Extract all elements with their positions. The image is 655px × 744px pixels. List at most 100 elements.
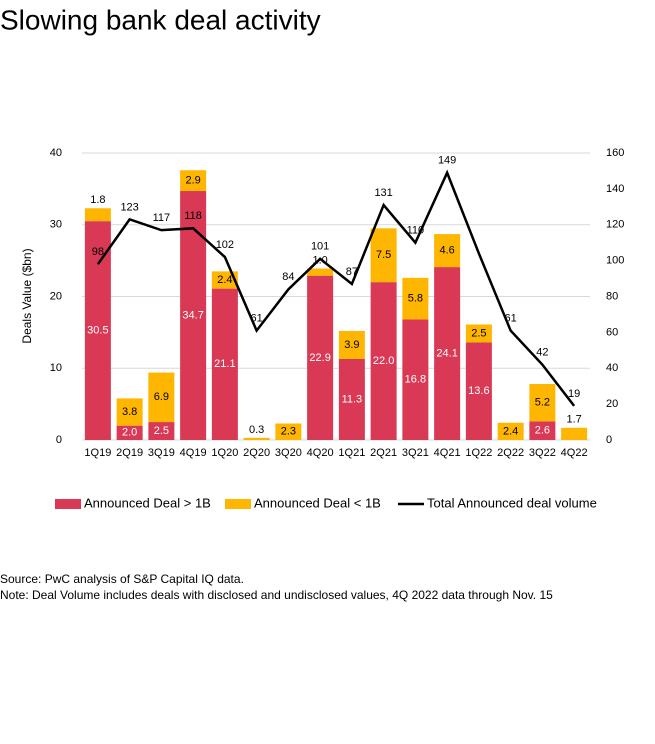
data-label: 16.8	[405, 374, 426, 386]
bar-segment	[465, 324, 492, 343]
data-label: 2.4	[503, 425, 518, 437]
line-series	[96, 169, 576, 407]
data-label: 2.5	[471, 327, 486, 339]
bar-segment	[434, 267, 461, 440]
line-label: 61	[251, 312, 263, 324]
data-label: 3.8	[122, 406, 137, 418]
x-tick-label: 3Q21	[402, 447, 429, 459]
source-note: Source: PwC analysis of S&P Capital IQ d…	[0, 572, 244, 586]
y2-tick-label: 140	[606, 183, 624, 195]
bar-segment	[180, 191, 207, 440]
data-label: 0.3	[249, 424, 264, 436]
data-label: 34.7	[182, 309, 203, 321]
x-tick-label: 2Q19	[116, 447, 143, 459]
y2-tick-label: 60	[606, 326, 618, 338]
line-label: 87	[346, 266, 358, 278]
y2-tick-label: 0	[606, 434, 612, 446]
line-label: 110	[407, 225, 425, 237]
data-label: 2.9	[185, 175, 200, 187]
line-label: 101	[311, 241, 329, 253]
data-label: 2.3	[281, 426, 296, 438]
data-label: 24.1	[436, 347, 457, 359]
line-label: 102	[216, 239, 234, 251]
x-tick-label: 1Q22	[465, 447, 492, 459]
y2-tick-label: 80	[606, 290, 618, 302]
legend-label: Announced Deal < 1B	[254, 495, 381, 510]
x-tick-label: 4Q19	[180, 447, 207, 459]
line-label: 98	[92, 246, 104, 258]
data-label: 2.6	[535, 425, 550, 437]
bar-segment	[180, 170, 207, 192]
data-label: 4.6	[439, 244, 454, 256]
data-label: 30.5	[87, 324, 108, 336]
bar-segment	[561, 427, 588, 440]
y-tick-label: 30	[50, 219, 62, 231]
data-label: 3.9	[344, 339, 359, 351]
bar-segment	[307, 268, 334, 276]
bar-segment	[307, 275, 334, 440]
y2-tick-label: 100	[606, 255, 624, 267]
data-label: 22.9	[309, 352, 330, 364]
y2-tick-label: 160	[606, 147, 624, 159]
x-tick-label: 4Q22	[561, 447, 588, 459]
line-label: 123	[120, 201, 138, 213]
y-tick-label: 10	[50, 362, 62, 374]
bar-segment	[116, 398, 143, 426]
y2-tick-label: 120	[606, 219, 624, 231]
x-tick-label: 2Q22	[497, 447, 524, 459]
x-tick-label: 1Q20	[211, 447, 238, 459]
data-label: 2.0	[122, 427, 137, 439]
data-label: 22.0	[373, 355, 394, 367]
y-tick-label: 20	[50, 290, 62, 302]
bar-segment	[529, 421, 556, 440]
y2-tick-label: 40	[606, 362, 618, 374]
bar-segment	[116, 425, 143, 440]
line-label: 42	[536, 347, 548, 359]
x-tick-label: 3Q22	[529, 447, 556, 459]
line-label: 61	[505, 312, 517, 324]
data-label: 13.6	[468, 385, 489, 397]
x-tick-label: 3Q20	[275, 447, 302, 459]
legend-swatch	[225, 499, 251, 509]
data-label: 2.4	[217, 274, 232, 286]
data-label: 11.3	[342, 393, 363, 405]
bar-segment	[529, 384, 556, 422]
line-label: 118	[184, 210, 202, 222]
data-label: 7.5	[376, 249, 391, 261]
x-tick-label: 2Q20	[243, 447, 270, 459]
y2-tick-label: 20	[606, 398, 618, 410]
data-label: 1.8	[90, 194, 105, 206]
y-axis-title: Deals Value ($bn)	[20, 248, 34, 343]
bar-segment	[148, 372, 175, 423]
bar-segment	[370, 282, 397, 440]
bar-segment	[434, 234, 461, 268]
line-label: 19	[568, 388, 580, 400]
bar-segment	[275, 423, 302, 440]
bar-segment	[465, 342, 492, 440]
note: Note: Deal Volume includes deals with di…	[0, 588, 553, 602]
data-label: 5.8	[408, 293, 423, 305]
data-label: 21.1	[214, 358, 235, 370]
x-tick-label: 3Q19	[148, 447, 175, 459]
bar-segment	[338, 330, 365, 359]
bar-segment	[402, 277, 429, 320]
bar-segment	[370, 228, 397, 283]
data-label: 1.7	[566, 414, 581, 426]
y-tick-label: 40	[50, 147, 62, 159]
data-label: 2.5	[154, 425, 169, 437]
bar-segment	[84, 221, 111, 440]
line-label: 117	[153, 212, 171, 224]
bar-segment	[211, 271, 238, 289]
bar-segment	[211, 288, 238, 440]
legend-swatch	[55, 499, 81, 509]
legend-label: Announced Deal > 1B	[84, 495, 211, 510]
data-label: 5.2	[535, 397, 550, 409]
bar-segment	[497, 422, 524, 440]
chart-title: Slowing bank deal activity	[0, 4, 321, 35]
x-tick-label: 1Q19	[84, 447, 111, 459]
x-tick-label: 4Q20	[307, 447, 334, 459]
line-label: 84	[282, 271, 294, 283]
x-tick-label: 1Q21	[338, 447, 365, 459]
bar-segment	[402, 319, 429, 440]
